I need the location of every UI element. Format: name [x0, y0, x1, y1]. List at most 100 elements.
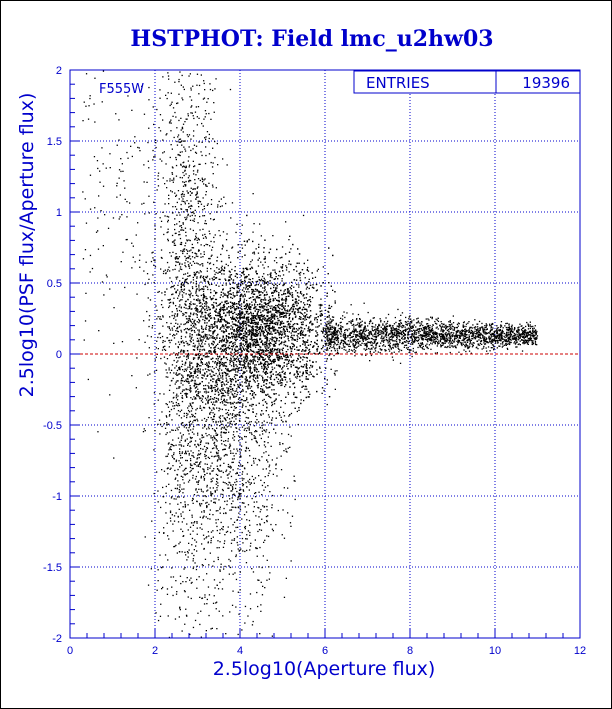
scatter-point	[182, 422, 184, 424]
scatter-point	[251, 288, 253, 291]
scatter-point	[288, 263, 290, 265]
scatter-point	[209, 337, 211, 339]
scatter-point	[215, 277, 218, 279]
scatter-point	[196, 374, 199, 376]
scatter-point	[230, 355, 232, 357]
scatter-point	[214, 273, 216, 276]
scatter-point	[199, 502, 201, 505]
scatter-point	[263, 277, 265, 279]
scatter-point	[166, 337, 169, 339]
scatter-point	[164, 554, 167, 556]
scatter-point	[258, 370, 260, 373]
scatter-point	[306, 367, 308, 369]
scatter-point	[307, 330, 309, 332]
scatter-point	[188, 156, 190, 158]
scatter-point	[260, 363, 262, 365]
scatter-point	[234, 336, 236, 338]
scatter-point	[263, 351, 265, 353]
scatter-point	[89, 174, 92, 176]
scatter-point	[169, 277, 171, 279]
scatter-point	[189, 389, 191, 391]
scatter-point	[219, 417, 221, 420]
scatter-point	[162, 306, 164, 309]
scatter-point	[274, 328, 276, 330]
scatter-point	[253, 253, 256, 255]
scatter-point	[183, 161, 185, 163]
scatter-point	[267, 361, 269, 363]
scatter-point	[250, 314, 253, 316]
scatter-point	[304, 350, 307, 352]
scatter-point	[147, 141, 149, 144]
scatter-point	[190, 301, 192, 303]
scatter-point	[174, 224, 176, 226]
scatter-point	[270, 331, 272, 333]
scatter-point	[196, 366, 199, 368]
scatter-point	[229, 287, 231, 289]
scatter-point	[183, 140, 185, 142]
scatter-point	[197, 263, 199, 265]
scatter-point	[203, 118, 205, 120]
scatter-point	[305, 378, 307, 380]
scatter-point	[293, 374, 295, 376]
scatter-point	[216, 256, 219, 258]
scatter-point	[296, 371, 298, 374]
scatter-point	[191, 406, 193, 408]
scatter-point	[303, 315, 305, 317]
scatter-point	[205, 184, 207, 186]
scatter-point	[143, 270, 145, 272]
scatter-point	[299, 306, 301, 309]
scatter-point	[266, 343, 268, 345]
scatter-point	[157, 178, 159, 180]
scatter-point	[175, 593, 178, 595]
scatter-point	[288, 290, 290, 292]
scatter-point	[183, 248, 186, 250]
scatter-point	[304, 317, 306, 319]
scatter-point	[201, 358, 203, 360]
scatter-point	[164, 427, 167, 429]
scatter-point	[194, 111, 197, 113]
scatter-point	[159, 332, 161, 334]
scatter-point	[314, 317, 316, 319]
scatter-point	[168, 122, 171, 124]
scatter-point	[308, 306, 310, 308]
scatter-point	[167, 268, 169, 271]
scatter-point	[291, 305, 294, 307]
scatter-point	[287, 348, 289, 351]
scatter-point	[199, 452, 202, 455]
scatter-point	[247, 287, 249, 290]
scatter-point	[201, 306, 204, 308]
scatter-point	[210, 437, 212, 439]
scatter-point	[273, 384, 275, 386]
scatter-point	[172, 523, 174, 525]
scatter-point	[223, 444, 226, 446]
scatter-point	[188, 381, 190, 383]
scatter-point	[249, 278, 251, 281]
scatter-point	[294, 376, 297, 378]
scatter-point	[285, 265, 287, 267]
scatter-point	[154, 224, 156, 226]
scatter-point	[248, 312, 250, 315]
scatter-point	[257, 252, 260, 254]
scatter-point	[165, 455, 167, 458]
scatter-point	[204, 220, 207, 222]
scatter-point	[182, 198, 184, 200]
scatter-point	[217, 347, 219, 349]
scatter-point	[194, 188, 196, 190]
scatter-point	[242, 343, 244, 345]
scatter-point	[257, 309, 259, 311]
scatter-point	[213, 447, 215, 449]
scatter-point	[189, 364, 191, 367]
scatter-point	[261, 319, 263, 322]
scatter-point	[245, 333, 247, 335]
scatter-point	[291, 348, 293, 350]
scatter-point	[227, 264, 229, 267]
scatter-point	[194, 368, 196, 370]
scatter-point	[212, 357, 214, 359]
scatter-point	[242, 325, 244, 327]
scatter-point	[255, 270, 257, 272]
scatter-point	[197, 370, 199, 372]
scatter-point	[153, 156, 155, 158]
scatter-point	[177, 346, 179, 349]
scatter-point	[204, 280, 206, 282]
scatter-point	[268, 358, 270, 360]
